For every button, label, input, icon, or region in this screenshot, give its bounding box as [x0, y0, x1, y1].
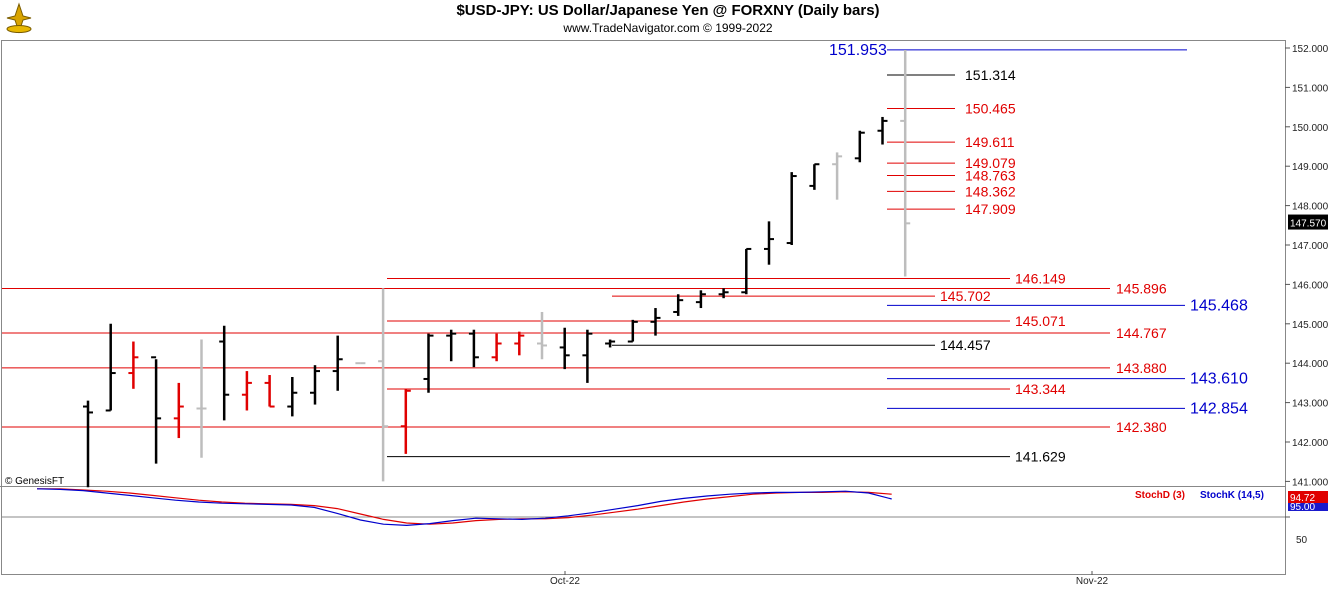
- ohlc-bars: [83, 49, 911, 488]
- x-tick-label: Nov-22: [1076, 576, 1109, 587]
- level-red-label: 143.344: [1015, 381, 1066, 397]
- level-black-label: 141.629: [1015, 449, 1066, 465]
- level-blue-label: 142.854: [1190, 400, 1248, 417]
- stoch-d-line: [37, 488, 892, 525]
- level-red-label: 145.702: [940, 288, 991, 304]
- level-blue-label: 145.468: [1190, 297, 1248, 314]
- chart-frame: [0, 40, 1286, 575]
- y-tick-label: 142.000: [1292, 438, 1329, 449]
- level-black-label: 151.314: [965, 67, 1016, 83]
- y-tick-label: 144.000: [1292, 359, 1329, 370]
- stoch-d-value-box: [1288, 491, 1328, 503]
- y-tick-label: 148.000: [1292, 202, 1329, 213]
- last-price-label: 147.570: [1290, 219, 1327, 230]
- level-red-label: 147.909: [965, 201, 1016, 217]
- level-red-label: 145.896: [1116, 280, 1167, 296]
- level-red-label: 146.149: [1015, 271, 1066, 287]
- watermark: © GenesisFT: [5, 476, 64, 487]
- level-red-label: 150.465: [965, 100, 1016, 116]
- stoch-k-line: [36, 488, 892, 527]
- level-red-label: 149.611: [965, 134, 1015, 150]
- chart-title: $USD-JPY: US Dollar/Japanese Yen @ FORXN…: [456, 2, 880, 19]
- level-red-label: 143.880: [1116, 360, 1167, 376]
- stoch-k-legend: StochK (14,5): [1200, 490, 1264, 501]
- y-tick-label: 141.000: [1292, 477, 1329, 488]
- stoch-d-value-label: 94.72: [1290, 493, 1315, 504]
- y-tick-label: 145.000: [1292, 320, 1329, 331]
- level-red-label: 142.380: [1116, 419, 1167, 435]
- level-blue-label: 143.610: [1190, 371, 1248, 388]
- y-tick-label: 152.000: [1292, 44, 1329, 55]
- y-tick-label: 149.000: [1292, 162, 1329, 173]
- level-red-label: 148.763: [965, 168, 1016, 184]
- stoch-k-value-box: [1288, 500, 1328, 511]
- y-tick-label: 143.000: [1292, 399, 1329, 410]
- plot-border: [1, 40, 1286, 575]
- last-price-box: [1288, 214, 1328, 230]
- y-tick-label: 147.000: [1292, 241, 1329, 252]
- level-red-label: 148.362: [965, 183, 1016, 199]
- level-red-label: 149.079: [965, 155, 1016, 171]
- chart-subtitle: www.TradeNavigator.com © 1999-2022: [563, 21, 773, 35]
- y-tick-label: 146.000: [1292, 280, 1329, 291]
- stoch-k-value-label: 95.00: [1290, 502, 1315, 513]
- genesis-logo-icon: [4, 2, 34, 34]
- x-tick-label: Oct-22: [550, 576, 580, 587]
- level-red-label: 145.071: [1015, 313, 1066, 329]
- stoch-d-legend: StochD (3): [1135, 490, 1185, 501]
- level-black-label: 144.457: [940, 337, 991, 353]
- stoch-y-tick-label: 50: [1296, 535, 1308, 546]
- date-axis: Oct-22 Nov-22: [550, 571, 1109, 587]
- level-blue-label: 151.953: [829, 42, 887, 59]
- level-red-label: 144.767: [1116, 325, 1167, 341]
- price-axis: 152.000 151.000 150.000 149.000 148.000 147.0…: [1285, 44, 1329, 488]
- y-tick-label: 150.000: [1292, 123, 1329, 134]
- chart-header: $USD-JPY: US Dollar/Japanese Yen @ FORXN…: [0, 0, 1336, 40]
- y-tick-label: 151.000: [1292, 83, 1329, 94]
